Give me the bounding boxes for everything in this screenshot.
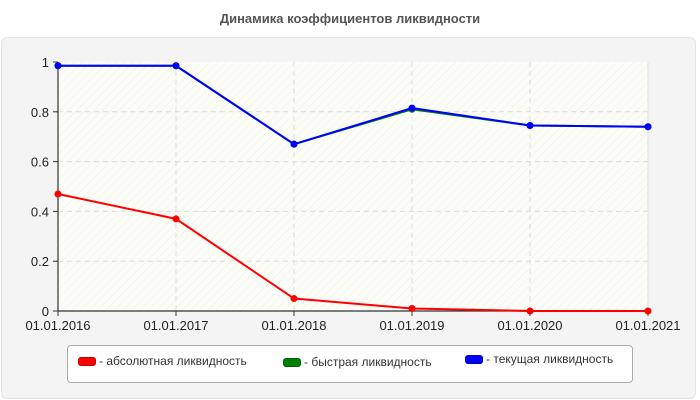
svg-text:01.01.2017: 01.01.2017 bbox=[143, 318, 208, 333]
svg-text:0.6: 0.6 bbox=[31, 155, 49, 170]
svg-text:01.01.2020: 01.01.2020 bbox=[497, 318, 562, 333]
svg-text:0.8: 0.8 bbox=[31, 105, 49, 120]
data-series bbox=[54, 62, 652, 315]
x-axis-ticks: 01.01.2016 01.01.2017 01.01.2018 01.01.2019… bbox=[25, 311, 681, 333]
y-axis-ticks: 0 0.2 0.4 0.6 0.8 1 bbox=[31, 55, 58, 319]
svg-text:01.01.2021: 01.01.2021 bbox=[615, 318, 680, 333]
legend-swatch-blue bbox=[465, 354, 483, 364]
svg-text:01.01.2018: 01.01.2018 bbox=[261, 318, 326, 333]
legend-item-quick[interactable]: - быстрая ликвидность bbox=[283, 355, 432, 369]
plot-area bbox=[58, 62, 648, 311]
svg-text:01.01.2019: 01.01.2019 bbox=[379, 318, 444, 333]
chart-title: Динамика коэффициентов ликвидности bbox=[219, 11, 481, 26]
legend-item-absolute[interactable]: - абсолютная ликвидность bbox=[78, 354, 247, 368]
svg-text:0.2: 0.2 bbox=[31, 254, 49, 269]
legend-item-current[interactable]: - текущая ликвидность bbox=[465, 352, 613, 366]
svg-text:01.01.2016: 01.01.2016 bbox=[25, 318, 90, 333]
legend-label: - абсолютная ликвидность bbox=[99, 354, 247, 368]
legend-swatch-green bbox=[283, 357, 301, 367]
grid-lines bbox=[58, 62, 648, 311]
legend-swatch-red bbox=[78, 356, 96, 366]
svg-text:1: 1 bbox=[42, 55, 49, 70]
svg-text:0.4: 0.4 bbox=[31, 204, 49, 219]
legend-label: - быстрая ликвидность bbox=[304, 355, 432, 369]
legend-label: - текущая ликвидность bbox=[486, 352, 614, 366]
svg-text:0: 0 bbox=[42, 304, 49, 319]
legend: - абсолютная ликвидность - быстрая ликви… bbox=[67, 345, 633, 383]
